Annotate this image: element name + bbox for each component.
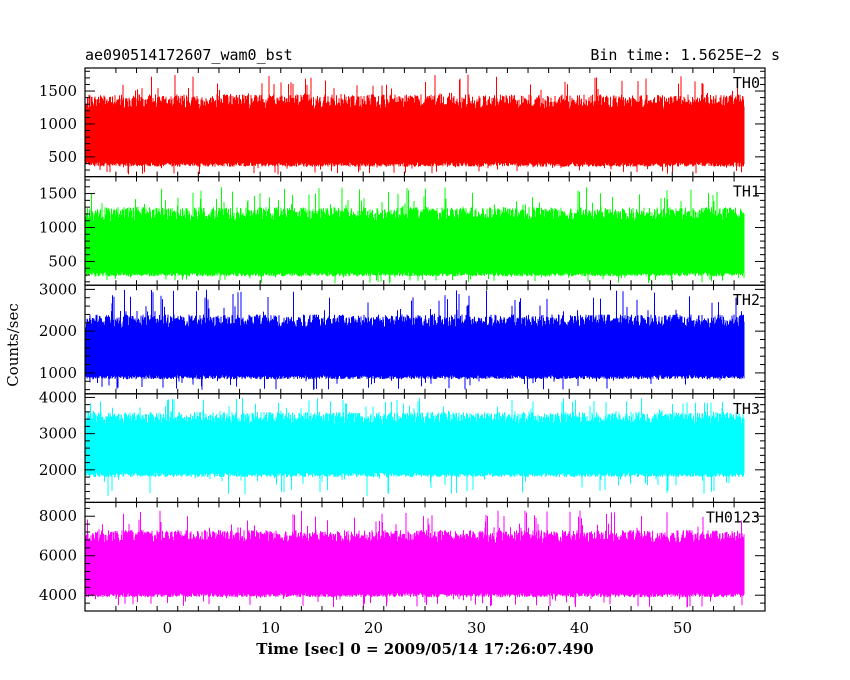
bin-time-label: Bin time: 1.5625E−2 s [590,46,780,64]
series-th3 [85,397,745,497]
y-tick-label: 1000 [39,115,77,133]
y-tick-label: 500 [48,252,77,270]
panel-label-th2: TH2 [733,291,760,309]
x-tick-label: 0 [163,619,173,637]
panel-th0: TH0 500 1000 1500 [39,67,766,178]
series-th0 [85,74,745,175]
x-axis-label: Time [sec] 0 = 2009/05/14 17:26:07.490 [256,640,593,658]
series-th2 [85,289,745,390]
y-tick-label: 4000 [39,586,77,604]
x-tick-label: 50 [673,619,692,637]
x-tick-label: 40 [570,619,589,637]
y-tick-label: 1000 [39,364,77,382]
chart-title: ae090514172607_wam0_bst [85,46,293,64]
series-th0123 [85,510,745,608]
panel-label-th0: TH0 [733,74,760,92]
x-tick-label: 10 [261,619,280,637]
panel-th0123: TH0123 4000 6000 8000 [39,501,766,612]
y-tick-label: 1500 [39,185,77,203]
y-tick-label: 6000 [39,547,77,565]
y-tick-label: 1500 [39,82,77,100]
y-tick-label: 2000 [39,322,77,340]
y-tick-label: 3000 [39,280,77,298]
y-tick-label: 8000 [39,507,77,525]
panels-group: TH050010001500TH150010001500TH2100020003… [39,67,766,637]
panel-label-th1: TH1 [733,183,760,201]
panel-th1: TH1 500 1000 1500 [39,176,766,286]
y-tick-label: 4000 [39,388,77,406]
x-tick-label: 30 [467,619,486,637]
x-tick-label: 20 [364,619,383,637]
y-tick-label: 2000 [39,461,77,479]
y-tick-label: 3000 [39,425,77,443]
series-th1 [85,187,745,284]
panel-th3: TH3 2000 3000 4000 [39,388,766,503]
panel-label-th0123: TH0123 [706,508,760,526]
y-tick-label: 1000 [39,219,77,237]
panel-th2: TH2 1000 2000 3000 [39,280,766,395]
panel-label-th3: TH3 [733,400,760,418]
y-axis-label: Counts/sec [4,303,22,387]
y-tick-label: 500 [48,148,77,166]
